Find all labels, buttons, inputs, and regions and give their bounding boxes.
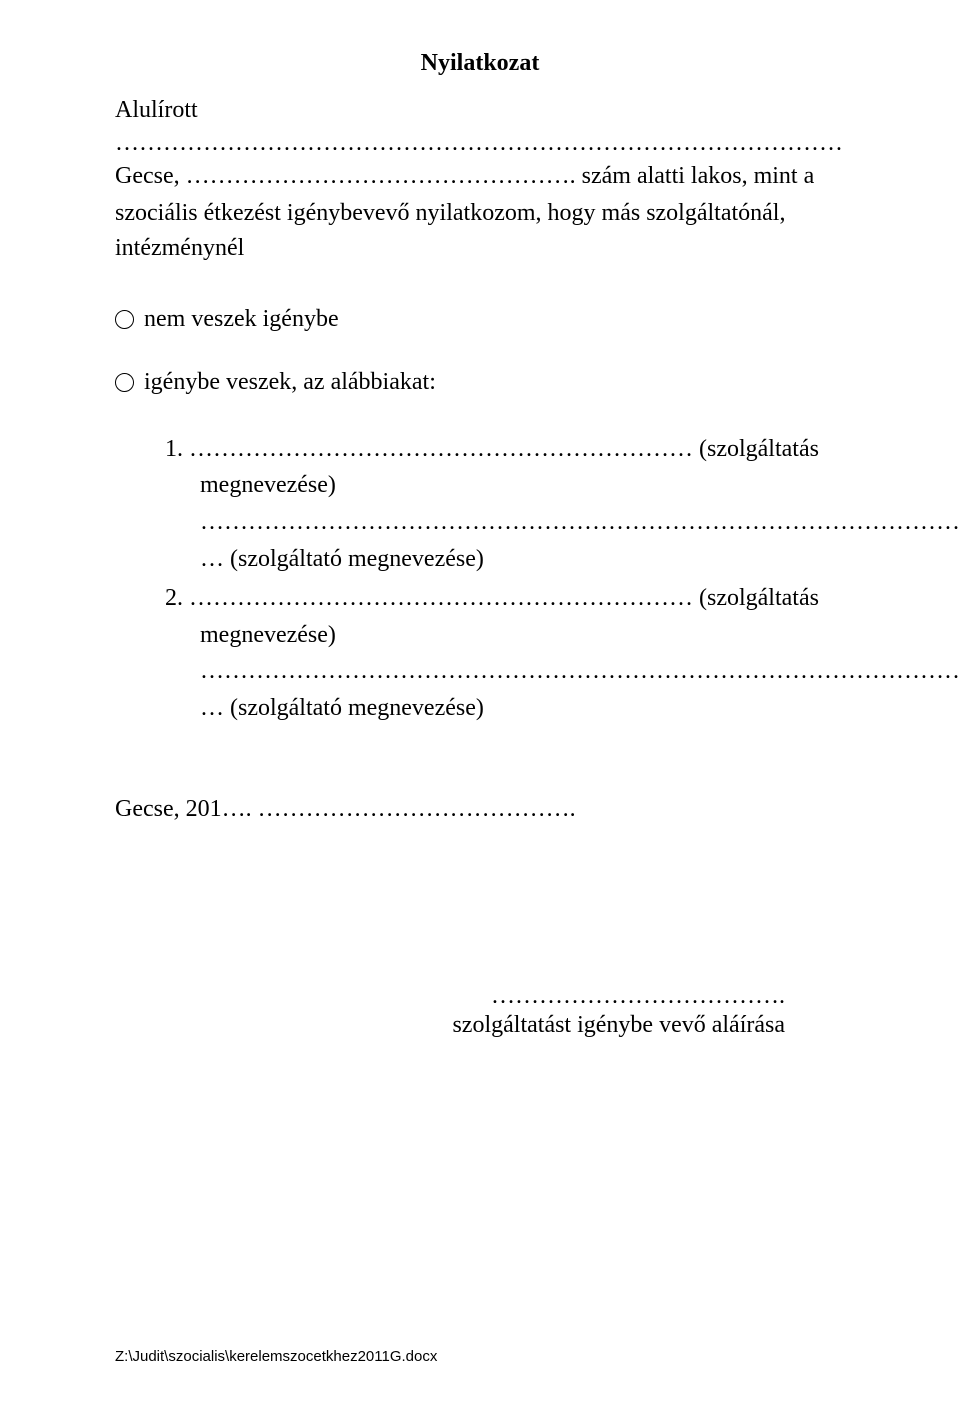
option-no-service-label: nem veszek igénybe [144, 306, 339, 333]
list-item-2-dots: ……………………………………………………… (szolgáltatás [183, 585, 819, 611]
service-list: 1. ……………………………………………………… (szolgáltatás m… [115, 432, 845, 726]
signature-label: szolgáltatást igénybe vevő aláírása [115, 1012, 785, 1039]
option-use-service: igénybe veszek, az alábbiakat: [115, 369, 845, 396]
page-content: Nyilatkozat Alulírott ………………………………………………… [0, 0, 960, 1039]
list-number-2: 2. [165, 585, 183, 611]
address-line: Gecse, …………………………………………. szám alatti lak… [115, 163, 845, 190]
option-use-service-label: igénybe veszek, az alábbiakat: [144, 369, 436, 396]
list-item-1-label: megnevezése) [165, 468, 845, 503]
list-item-2-provider-dots: ……………………………………………………………………………………… [165, 654, 845, 689]
radio-icon[interactable] [115, 373, 134, 392]
signature-block: ………………………………. szolgáltatást igénybe vevő… [115, 983, 845, 1039]
list-item-1-provider: … (szolgáltató megnevezése) [165, 542, 845, 577]
list-number-1: 1. [165, 436, 183, 462]
signature-line: ………………………………. [115, 983, 785, 1010]
list-item-1: 1. ……………………………………………………… (szolgáltatás [165, 432, 845, 467]
footer-path: Z:\Judit\szocialis\kerelemszocetkhez2011… [115, 1348, 437, 1365]
option-no-service: nem veszek igénybe [115, 306, 845, 333]
list-item-2-provider: … (szolgáltató megnevezése) [165, 691, 845, 726]
document-title: Nyilatkozat [115, 50, 845, 77]
radio-icon[interactable] [115, 310, 134, 329]
date-line: Gecse, 201…. …………………………………. [115, 796, 845, 823]
alulirott-label: Alulírott [115, 97, 845, 124]
list-item-2: 2. ……………………………………………………… (szolgáltatás [165, 581, 845, 616]
list-item-2-label: megnevezése) [165, 618, 845, 653]
name-fill-line: ……………………………………………………………………………………………….. [115, 130, 845, 157]
list-item-1-dots: ……………………………………………………… (szolgáltatás [183, 436, 819, 462]
declaration-body: szociális étkezést igénybevevő nyilatkoz… [115, 196, 845, 266]
list-item-1-provider-dots: ……………………………………………………………………………………… [165, 505, 845, 540]
